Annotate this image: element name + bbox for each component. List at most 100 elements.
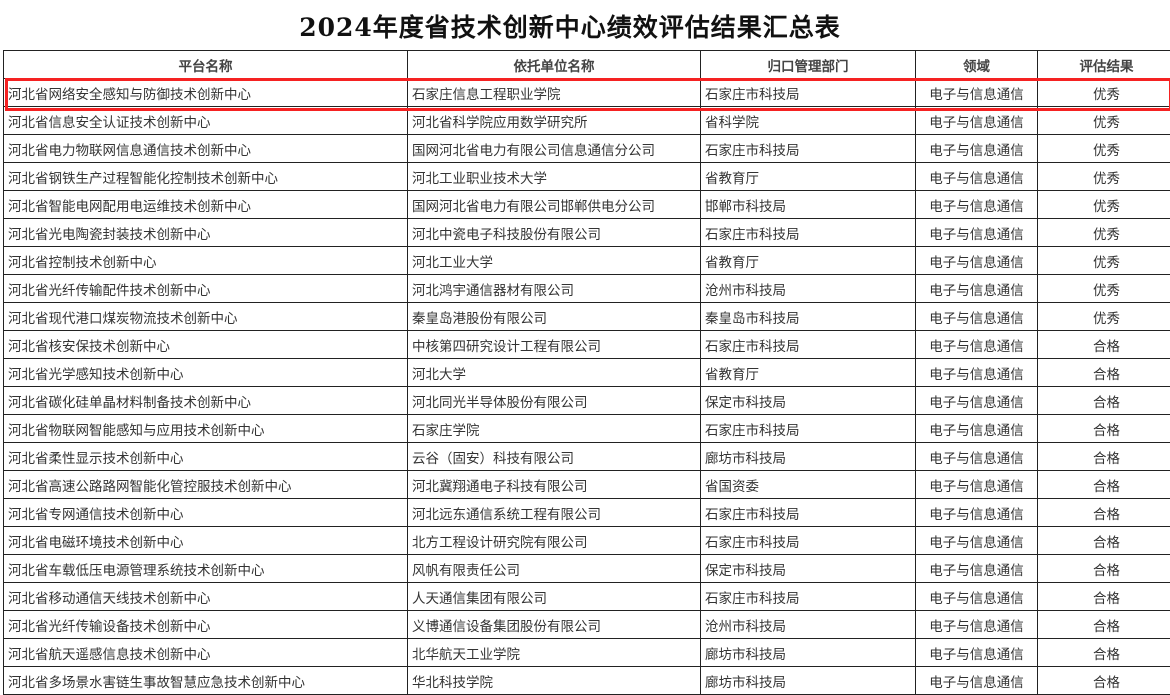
cell-platform-name: 河北省现代港口煤炭物流技术创新中心: [3, 302, 408, 331]
cell-platform-name: 河北省多场景水害链生事故智慧应急技术创新中心: [3, 666, 408, 695]
cell-host-unit: 北华航天工业学院: [407, 638, 701, 667]
cell-result: 合格: [1037, 498, 1170, 527]
cell-platform-name: 河北省光电陶瓷封装技术创新中心: [3, 218, 408, 247]
cell-host-unit: 河北鸿宇通信器材有限公司: [407, 274, 701, 303]
cell-field: 电子与信息通信: [915, 386, 1038, 415]
cell-department: 廊坊市科技局: [700, 638, 916, 667]
cell-result: 优秀: [1037, 302, 1170, 331]
cell-platform-name: 河北省智能电网配用电运维技术创新中心: [3, 190, 408, 219]
cell-result: 合格: [1037, 442, 1170, 471]
cell-result: 合格: [1037, 470, 1170, 499]
cell-host-unit: 华北科技学院: [407, 666, 701, 695]
cell-result: 合格: [1037, 638, 1170, 667]
table-row: 河北省光纤传输配件技术创新中心 河北鸿宇通信器材有限公司 沧州市科技局 电子与信息通信…: [3, 274, 1170, 303]
cell-host-unit: 石家庄学院: [407, 414, 701, 443]
table-row: 河北省光电陶瓷封装技术创新中心 河北中瓷电子科技股份有限公司 石家庄市科技局 电子与信…: [3, 218, 1170, 247]
table-row: 河北省多场景水害链生事故智慧应急技术创新中心 华北科技学院 廊坊市科技局 电子与信息通…: [3, 666, 1170, 695]
cell-platform-name: 河北省移动通信天线技术创新中心: [3, 582, 408, 611]
cell-field: 电子与信息通信: [915, 414, 1038, 443]
cell-result: 优秀: [1037, 274, 1170, 303]
table-row: 河北省电力物联网信息通信技术创新中心 国网河北省电力有限公司信息通信分公司 石家庄市…: [3, 134, 1170, 163]
table-row: 河北省车载低压电源管理系统技术创新中心 风帆有限责任公司 保定市科技局 电子与信息通信…: [3, 554, 1170, 583]
cell-result: 优秀: [1037, 246, 1170, 275]
cell-field: 电子与信息通信: [915, 330, 1038, 359]
header-platform-name: 平台名称: [3, 50, 408, 79]
cell-host-unit: 河北同光半导体股份有限公司: [407, 386, 701, 415]
page-title: 2024年度省技术创新中心绩效评估结果汇总表: [299, 13, 841, 42]
table-row: 河北省信息安全认证技术创新中心 河北省科学院应用数学研究所 省科学院 电子与信息通信优…: [3, 106, 1170, 135]
table-row: 河北省核安保技术创新中心 中核第四研究设计工程有限公司 石家庄市科技局 电子与信息通信…: [3, 330, 1170, 359]
cell-field: 电子与信息通信: [915, 162, 1038, 191]
table-row: 河北省高速公路路网智能化管控服技术创新中心 河北冀翔通电子科技有限公司 省国资委 电子…: [3, 470, 1170, 499]
cell-department: 邯郸市科技局: [700, 190, 916, 219]
cell-result: 优秀: [1037, 218, 1170, 247]
cell-host-unit: 河北冀翔通电子科技有限公司: [407, 470, 701, 499]
cell-field: 电子与信息通信: [915, 218, 1038, 247]
cell-platform-name: 河北省电磁环境技术创新中心: [3, 526, 408, 555]
cell-field: 电子与信息通信: [915, 442, 1038, 471]
cell-host-unit: 河北工业职业技术大学: [407, 162, 701, 191]
cell-department: 石家庄市科技局: [700, 414, 916, 443]
cell-department: 秦皇岛市科技局: [700, 302, 916, 331]
cell-result: 优秀: [1037, 106, 1170, 135]
cell-result: 合格: [1037, 526, 1170, 555]
table-row: 河北省电磁环境技术创新中心 北方工程设计研究院有限公司 石家庄市科技局 电子与信息通信…: [3, 526, 1170, 555]
results-table: 平台名称 依托单位名称 归口管理部门 领域 评估结果 河北省网络安全感知与防御技…: [3, 50, 1170, 695]
cell-host-unit: 中核第四研究设计工程有限公司: [407, 330, 701, 359]
cell-host-unit: 人天通信集团有限公司: [407, 582, 701, 611]
cell-field: 电子与信息通信: [915, 554, 1038, 583]
cell-host-unit: 北方工程设计研究院有限公司: [407, 526, 701, 555]
cell-host-unit: 石家庄信息工程职业学院: [407, 78, 701, 107]
cell-field: 电子与信息通信: [915, 302, 1038, 331]
cell-field: 电子与信息通信: [915, 526, 1038, 555]
cell-department: 保定市科技局: [700, 386, 916, 415]
table-row: 河北省光学感知技术创新中心 河北大学 省教育厅 电子与信息通信 合格: [3, 358, 1170, 387]
cell-platform-name: 河北省航天遥感信息技术创新中心: [3, 638, 408, 667]
cell-field: 电子与信息通信: [915, 190, 1038, 219]
cell-host-unit: 河北大学: [407, 358, 701, 387]
table-row: 河北省碳化硅单晶材料制备技术创新中心 河北同光半导体股份有限公司 保定市科技局 电子与…: [3, 386, 1170, 415]
cell-result: 优秀: [1037, 78, 1170, 107]
cell-field: 电子与信息通信: [915, 358, 1038, 387]
cell-result: 优秀: [1037, 162, 1170, 191]
table-row: 河北省光纤传输设备技术创新中心 义博通信设备集团股份有限公司 沧州市科技局 电子与信息…: [3, 610, 1170, 639]
table-row: 河北省移动通信天线技术创新中心 人天通信集团有限公司 石家庄市科技局 电子与信息通信合…: [3, 582, 1170, 611]
cell-platform-name: 河北省光纤传输设备技术创新中心: [3, 610, 408, 639]
cell-result: 合格: [1037, 414, 1170, 443]
cell-field: 电子与信息通信: [915, 470, 1038, 499]
cell-department: 石家庄市科技局: [700, 78, 916, 107]
table-row: 河北省网络安全感知与防御技术创新中心 石家庄信息工程职业学院 石家庄市科技局 电子与信…: [3, 78, 1170, 107]
cell-platform-name: 河北省核安保技术创新中心: [3, 330, 408, 359]
cell-department: 廊坊市科技局: [700, 666, 916, 695]
cell-result: 合格: [1037, 386, 1170, 415]
cell-platform-name: 河北省光学感知技术创新中心: [3, 358, 408, 387]
header-result: 评估结果: [1037, 50, 1170, 79]
cell-department: 沧州市科技局: [700, 274, 916, 303]
table-row: 河北省物联网智能感知与应用技术创新中心 石家庄学院 石家庄市科技局 电子与信息通信 合格: [3, 414, 1170, 443]
cell-host-unit: 河北远东通信系统工程有限公司: [407, 498, 701, 527]
cell-result: 合格: [1037, 610, 1170, 639]
header-department: 归口管理部门: [700, 50, 916, 79]
cell-host-unit: 河北中瓷电子科技股份有限公司: [407, 218, 701, 247]
cell-host-unit: 国网河北省电力有限公司邯郸供电分公司: [407, 190, 701, 219]
cell-field: 电子与信息通信: [915, 246, 1038, 275]
cell-platform-name: 河北省网络安全感知与防御技术创新中心: [3, 78, 408, 107]
cell-result: 合格: [1037, 330, 1170, 359]
cell-platform-name: 河北省信息安全认证技术创新中心: [3, 106, 408, 135]
cell-field: 电子与信息通信: [915, 274, 1038, 303]
cell-department: 省教育厅: [700, 246, 916, 275]
cell-result: 合格: [1037, 554, 1170, 583]
cell-platform-name: 河北省专网通信技术创新中心: [3, 498, 408, 527]
cell-host-unit: 义博通信设备集团股份有限公司: [407, 610, 701, 639]
cell-platform-name: 河北省物联网智能感知与应用技术创新中心: [3, 414, 408, 443]
cell-result: 优秀: [1037, 134, 1170, 163]
cell-host-unit: 风帆有限责任公司: [407, 554, 701, 583]
table-row: 河北省钢铁生产过程智能化控制技术创新中心 河北工业职业技术大学 省教育厅 电子与信息通…: [3, 162, 1170, 191]
cell-host-unit: 河北工业大学: [407, 246, 701, 275]
cell-department: 保定市科技局: [700, 554, 916, 583]
cell-result: 合格: [1037, 666, 1170, 695]
cell-platform-name: 河北省车载低压电源管理系统技术创新中心: [3, 554, 408, 583]
cell-department: 省教育厅: [700, 162, 916, 191]
cell-platform-name: 河北省控制技术创新中心: [3, 246, 408, 275]
table-row: 河北省控制技术创新中心 河北工业大学 省教育厅 电子与信息通信 优秀: [3, 246, 1170, 275]
